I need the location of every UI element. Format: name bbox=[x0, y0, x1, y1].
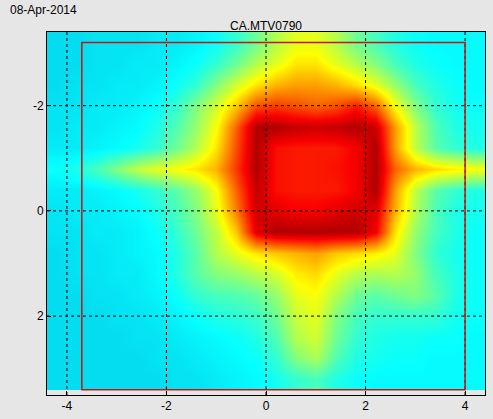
svg-text:-2: -2 bbox=[161, 399, 172, 413]
svg-text:-2: -2 bbox=[33, 99, 44, 113]
svg-text:0: 0 bbox=[263, 399, 270, 413]
svg-text:0: 0 bbox=[37, 204, 44, 218]
svg-text:-4: -4 bbox=[62, 399, 73, 413]
svg-text:4: 4 bbox=[462, 399, 469, 413]
svg-text:08-Apr-2014: 08-Apr-2014 bbox=[10, 3, 77, 17]
svg-text:2: 2 bbox=[37, 309, 44, 323]
svg-text:2: 2 bbox=[362, 399, 369, 413]
svg-text:CA.MTV0790: CA.MTV0790 bbox=[230, 19, 302, 33]
